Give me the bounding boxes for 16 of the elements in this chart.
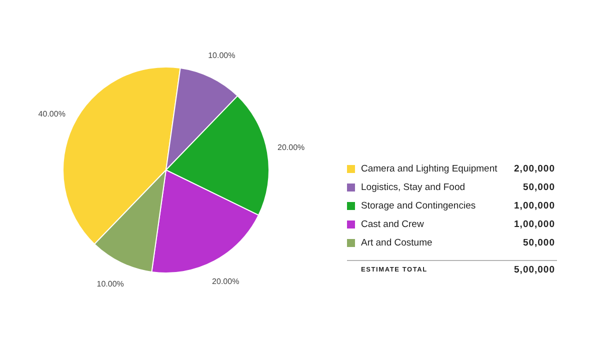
- legend-label: Cast and Crew: [361, 219, 424, 230]
- text: 10.00%: [208, 50, 236, 60]
- text: 20.00%: [212, 277, 240, 286]
- text: 10.00%: [96, 279, 124, 288]
- data-label: 2,00,000: [514, 164, 555, 175]
- data-label: 1,00,000: [514, 219, 555, 230]
- data-label: 50,000: [522, 182, 555, 194]
- text: 20.00%: [278, 143, 305, 152]
- legend-label: Art and Costume: [361, 238, 432, 249]
- text: 5,00,000: [514, 264, 555, 276]
- legend-label: Camera and Lighting Equipment: [361, 164, 498, 175]
- legend-label: Storage and Contingencies: [361, 200, 476, 212]
- data-label: 1,00,000: [514, 200, 555, 212]
- legend-label: Logistics, Stay and Food: [361, 182, 466, 194]
- data-label: 50,000: [522, 238, 555, 249]
- text: 40.00%: [38, 109, 66, 118]
